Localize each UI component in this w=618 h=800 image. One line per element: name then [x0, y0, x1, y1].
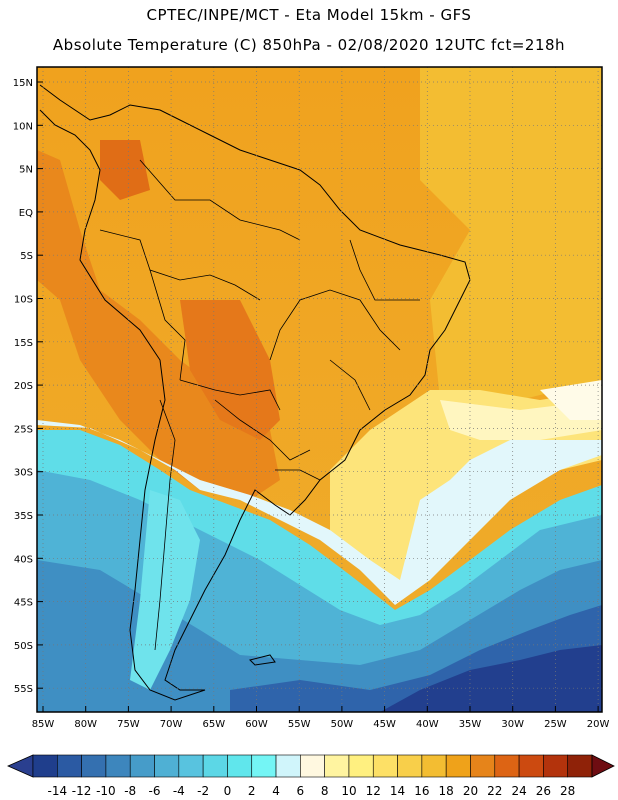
colorbar-tick-label: 8: [321, 784, 329, 798]
colorbar-tick-label: 26: [536, 784, 551, 798]
colorbar-swatch: [300, 754, 325, 778]
longitude-axis: 85W 80W 75W 70W 65W 60W 55W 50W 45W 40W 35W 30W 25W 2…: [32, 706, 610, 730]
lon-label: 45W: [373, 719, 396, 730]
map-title-line-1: CPTEC/INPE/MCT - Eta Model 15km - GFS: [146, 6, 472, 24]
colorbar-swatch: [251, 754, 277, 778]
coastlines: [39, 84, 471, 701]
atlantic-warm-zone: [420, 67, 602, 410]
colorbar-tick-label: 2: [248, 784, 256, 798]
latitude-axis: 15N 10N 5N EQ 5S 10S 15S 20S 25S 30S 35S 40S 45S 50S 5…: [13, 78, 43, 695]
lat-label: 10N: [13, 121, 33, 132]
lat-label: 20S: [14, 381, 33, 392]
lat-label: 35S: [14, 511, 33, 522]
lon-label: 60W: [245, 719, 268, 730]
lon-label: 20W: [587, 719, 610, 730]
darkest-blue-zone: [380, 645, 602, 712]
colorbar-under-arrow: [7, 754, 34, 778]
colorbar-tick-label: 12: [366, 784, 381, 798]
colorbar-tick-label: -10: [96, 784, 116, 798]
colorbar-swatch: [421, 754, 447, 778]
map-frame: [36, 66, 603, 713]
colorbar-tick-label: 22: [487, 784, 502, 798]
patagonia-andes-cold: [130, 490, 200, 690]
lat-label: 10S: [14, 295, 33, 306]
map-title-line-2: Absolute Temperature (C) 850hPa - 02/08/…: [52, 36, 566, 54]
lat-label: 50S: [14, 641, 33, 652]
colorbar-tick-label: -8: [124, 784, 136, 798]
lon-label: 50W: [331, 719, 354, 730]
colorbar-swatch: [324, 754, 350, 778]
colorbar-swatch: [129, 754, 155, 778]
lat-label: 45S: [14, 598, 33, 609]
colorbar-over-arrow: [591, 754, 615, 778]
near-white-zone: [540, 380, 602, 420]
lat-label: EQ: [19, 208, 33, 219]
colorbar: -14 -12 -10 -8 -6 -4 -2 0 2 4 6 8 10 12 14 16 18 20 22 24 26…: [7, 754, 615, 798]
colorbar-swatch: [518, 754, 544, 778]
lon-label: 85W: [32, 719, 55, 730]
colorbar-swatch: [32, 754, 58, 778]
country-borders: [99, 159, 420, 651]
colorbar-tick-label: 24: [511, 784, 526, 798]
colorbar-swatch: [154, 754, 180, 778]
colorbar-tick-label: -12: [72, 784, 92, 798]
lon-label: 55W: [288, 719, 311, 730]
lat-label: 40S: [14, 554, 33, 565]
colorbar-tick-label: 4: [272, 784, 280, 798]
colorbar-tick-label: 14: [390, 784, 405, 798]
colorbar-tick-label: -2: [197, 784, 209, 798]
lat-label: 25S: [14, 424, 33, 435]
colorbar-tick-label: 0: [224, 784, 232, 798]
colorbar-swatch: [372, 754, 398, 778]
lat-label: 30S: [14, 468, 33, 479]
colorbar-swatch: [470, 754, 496, 778]
lat-label: 5S: [20, 251, 33, 262]
frontal-band: [37, 420, 602, 605]
chaco-hot-zone: [180, 300, 280, 440]
colorbar-tick-label: -6: [149, 784, 161, 798]
colorbar-swatch: [178, 754, 204, 778]
colorbar-swatch: [81, 754, 107, 778]
north-andes-hot-zone: [100, 140, 150, 200]
colorbar-swatch: [445, 754, 471, 778]
lon-label: 75W: [117, 719, 140, 730]
colorbar-swatch: [57, 754, 82, 778]
colorbar-tick-label: -4: [173, 784, 185, 798]
colorbar-tick-label: 10: [341, 784, 356, 798]
colorbar-tick-label: 16: [414, 784, 429, 798]
colorbar-swatch: [567, 754, 593, 778]
colorbar-tick-label: -14: [47, 784, 67, 798]
lon-label: 40W: [416, 719, 439, 730]
lon-label: 25W: [544, 719, 567, 730]
temperature-field: [37, 67, 602, 712]
colorbar-swatch: [227, 754, 253, 778]
lon-label: 70W: [160, 719, 183, 730]
colorbar-swatch: [543, 754, 568, 778]
lat-label: 15N: [13, 78, 33, 89]
colorbar-tick-label: 18: [439, 784, 454, 798]
lon-label: 65W: [202, 719, 225, 730]
colorbar-swatch: [275, 754, 301, 778]
lat-label: 55S: [14, 684, 33, 695]
colorbar-swatch: [105, 754, 131, 778]
colorbar-swatch: [202, 754, 228, 778]
colorbar-tick-label: 28: [560, 784, 575, 798]
colorbar-tick-label: 20: [463, 784, 478, 798]
colorbar-swatch: [494, 754, 520, 778]
colorbar-swatch: [397, 754, 423, 778]
lat-label: 5N: [19, 165, 33, 176]
lon-label: 30W: [501, 719, 524, 730]
lon-label: 80W: [74, 719, 97, 730]
lat-label: 15S: [14, 338, 33, 349]
colorbar-swatch: [348, 754, 374, 778]
lon-label: 35W: [459, 719, 482, 730]
colorbar-tick-label: 6: [297, 784, 305, 798]
